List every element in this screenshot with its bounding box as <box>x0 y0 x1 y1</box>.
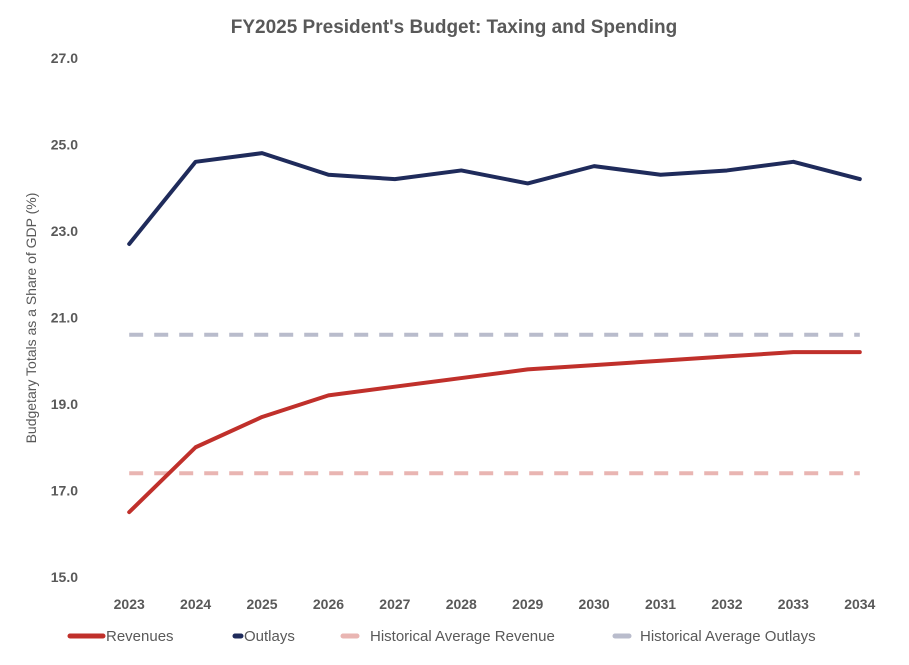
y-tick-label: 25.0 <box>51 137 78 153</box>
legend-item: Outlays <box>235 628 295 645</box>
legend-label: Outlays <box>244 628 295 645</box>
y-tick-label: 19.0 <box>51 396 78 412</box>
x-tick-label: 2023 <box>114 596 145 612</box>
x-tick-label: 2027 <box>379 596 410 612</box>
legend-label: Revenues <box>106 628 174 645</box>
legend-item: Revenues <box>70 628 174 645</box>
x-tick-label: 2026 <box>313 596 344 612</box>
x-tick-label: 2024 <box>180 596 211 612</box>
y-tick-label: 17.0 <box>51 483 78 499</box>
x-tick-label: 2030 <box>579 596 610 612</box>
x-tick-label: 2032 <box>711 596 742 612</box>
x-tick-label: 2033 <box>778 596 809 612</box>
series-line-outlays <box>129 153 860 244</box>
y-tick-label: 21.0 <box>51 310 78 326</box>
legend-item: Historical Average Outlays <box>615 628 816 645</box>
series-line-revenues <box>129 352 860 512</box>
x-tick-label: 2025 <box>246 596 277 612</box>
legend-label: Historical Average Revenue <box>370 628 555 645</box>
legend-item: Historical Average Revenue <box>343 628 555 645</box>
x-tick-label: 2031 <box>645 596 676 612</box>
legend-label: Historical Average Outlays <box>640 628 816 645</box>
x-tick-label: 2034 <box>844 596 875 612</box>
x-tick-label: 2028 <box>446 596 477 612</box>
y-tick-label: 27.0 <box>51 50 78 66</box>
x-tick-label: 2029 <box>512 596 543 612</box>
y-tick-label: 15.0 <box>51 569 78 585</box>
y-axis-label: Budgetary Totals as a Share of GDP (%) <box>23 193 39 444</box>
chart-title: FY2025 President's Budget: Taxing and Sp… <box>231 17 678 38</box>
y-tick-label: 23.0 <box>51 223 78 239</box>
